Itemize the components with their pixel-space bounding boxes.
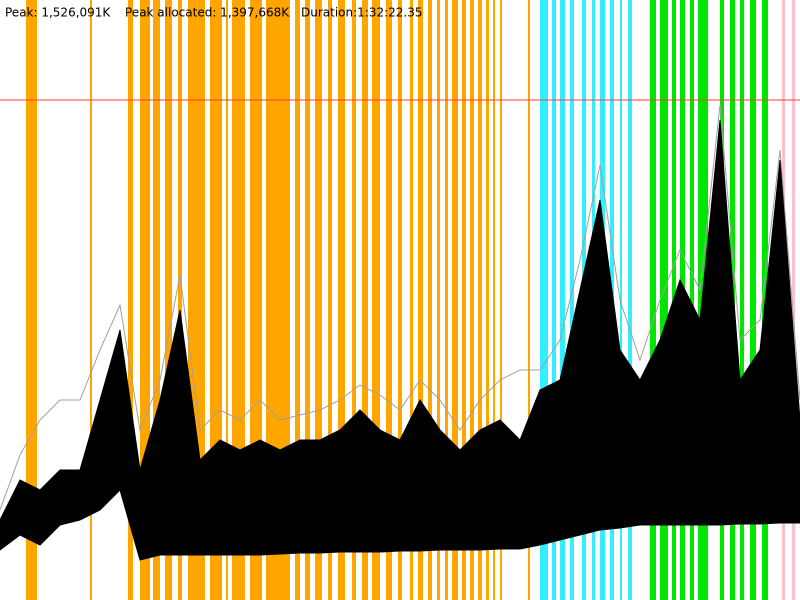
- phase-band: [128, 0, 133, 600]
- phase-band: [740, 0, 744, 600]
- peak-text: Peak: 1,526,091K: [5, 6, 111, 20]
- phase-band: [295, 0, 300, 600]
- phase-band: [660, 0, 668, 600]
- phase-band: [305, 0, 310, 600]
- peak-allocated-text: Peak allocated: 1,397,668K: [125, 6, 290, 20]
- phase-band: [750, 0, 756, 600]
- phase-band: [90, 0, 92, 600]
- phase-band: [650, 0, 656, 600]
- phase-band: [410, 0, 413, 600]
- phase-band: [428, 0, 432, 600]
- phase-band: [452, 0, 458, 600]
- phase-band: [486, 0, 489, 600]
- phase-band: [552, 0, 556, 600]
- phase-band: [462, 0, 466, 600]
- phase-band: [792, 0, 795, 600]
- phase-band: [328, 0, 332, 600]
- phase-band: [178, 0, 182, 600]
- phase-band: [528, 0, 530, 600]
- phase-band: [165, 0, 172, 600]
- phase-band: [437, 0, 440, 600]
- phase-band: [620, 0, 622, 600]
- phase-band: [500, 0, 502, 600]
- phase-band: [372, 0, 380, 600]
- phase-band: [540, 0, 548, 600]
- phase-band: [315, 0, 322, 600]
- phase-band: [26, 0, 37, 600]
- phase-band: [398, 0, 402, 600]
- phase-band: [445, 0, 448, 600]
- phase-band: [418, 0, 423, 600]
- phase-band: [478, 0, 482, 600]
- phase-band: [560, 0, 565, 600]
- duration-text: Duration:1:32:22.35: [301, 6, 423, 20]
- phase-band: [352, 0, 356, 600]
- phase-band: [140, 0, 150, 600]
- used-memory-area: [0, 119, 800, 561]
- phase-band: [226, 0, 228, 600]
- phase-band: [470, 0, 474, 600]
- phase-band: [690, 0, 694, 600]
- phase-band: [570, 0, 574, 600]
- phase-band: [153, 0, 160, 600]
- heap-line: [0, 104, 800, 511]
- phase-band: [386, 0, 392, 600]
- phase-band: [338, 0, 345, 600]
- labels: Peak: 1,526,091K Peak allocated: 1,397,6…: [5, 6, 423, 20]
- phase-band: [493, 0, 495, 600]
- phase-band: [628, 0, 632, 600]
- lines: [0, 99, 800, 561]
- phase-band: [362, 0, 368, 600]
